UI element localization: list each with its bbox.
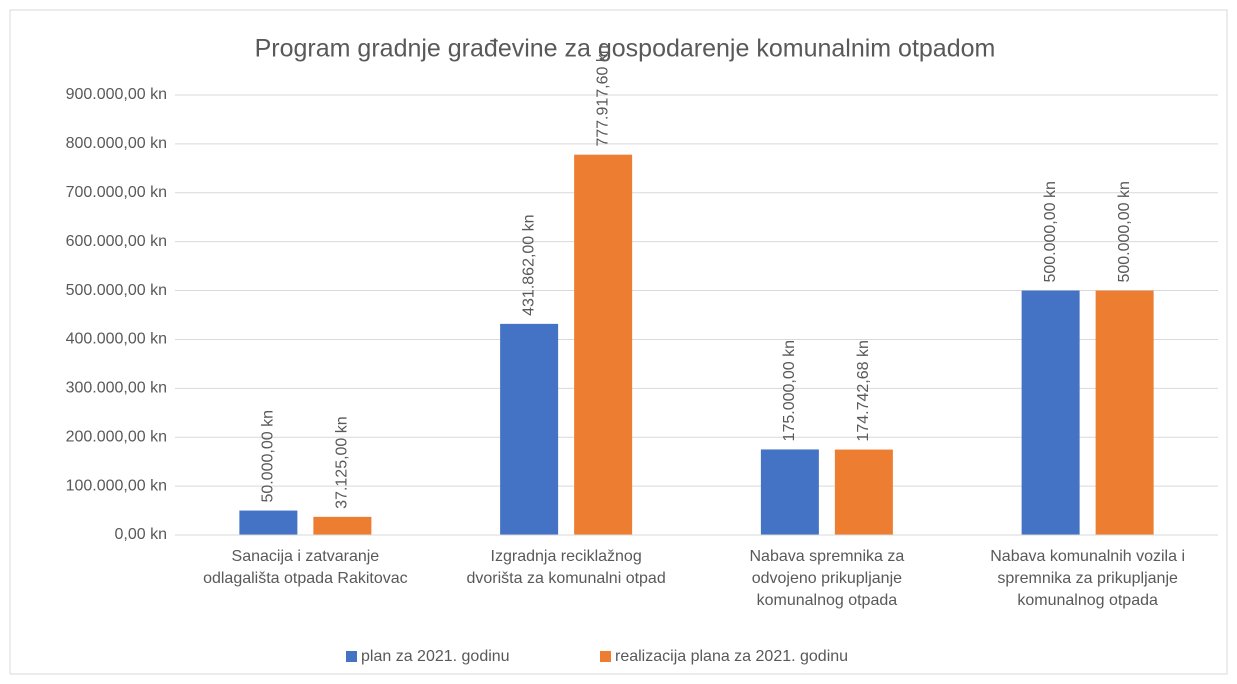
legend-swatch (346, 651, 357, 662)
bar (574, 154, 633, 535)
data-label: 500.000,00 kn (1042, 181, 1059, 282)
y-tick-label: 800.000,00 kn (66, 135, 167, 152)
y-tick-label: 300.000,00 kn (66, 380, 167, 397)
y-tick-label: 200.000,00 kn (66, 428, 167, 445)
y-tick-label: 700.000,00 kn (66, 184, 167, 201)
legend-label: realizacija plana za 2021. godinu (615, 648, 848, 665)
data-label: 777.917,60 kn (594, 45, 611, 146)
legend-label: plan za 2021. godinu (361, 648, 510, 665)
bar (834, 449, 893, 535)
x-tick-label: Sanacija i zatvaranje odlagališta otpada … (203, 548, 408, 587)
chart-title: Program gradnje građevine za gospodarenj… (255, 35, 996, 63)
legend-swatch (600, 651, 611, 662)
y-tick-label: 0,00 kn (115, 526, 167, 543)
data-label: 500.000,00 kn (1116, 181, 1133, 282)
x-tick-label: Nabava spremnika za odvojeno prikupljanje… (750, 548, 905, 609)
data-label: 175.000,00 kn (781, 340, 798, 441)
y-tick-label: 600.000,00 kn (66, 233, 167, 250)
x-tick-label: Izgradnja reciklažnog dvorišta za komunal… (467, 548, 666, 587)
data-label: 431.862,00 kn (520, 214, 537, 315)
bar (313, 516, 372, 535)
y-tick-label: 900.000,00 kn (66, 86, 167, 103)
data-label: 37.125,00 kn (334, 416, 351, 509)
y-tick-label: 400.000,00 kn (66, 331, 167, 348)
bar (239, 510, 298, 535)
bar (1095, 290, 1154, 535)
y-tick-label: 100.000,00 kn (66, 477, 167, 494)
bar (1021, 290, 1080, 535)
x-tick-label: Nabava komunalnih vozila i spremnika za p… (990, 548, 1185, 609)
bar (760, 449, 819, 535)
data-label: 50.000,00 kn (260, 410, 277, 503)
y-tick-label: 500.000,00 kn (66, 282, 167, 299)
bar (500, 323, 559, 535)
data-label: 174.742,68 kn (855, 340, 872, 441)
